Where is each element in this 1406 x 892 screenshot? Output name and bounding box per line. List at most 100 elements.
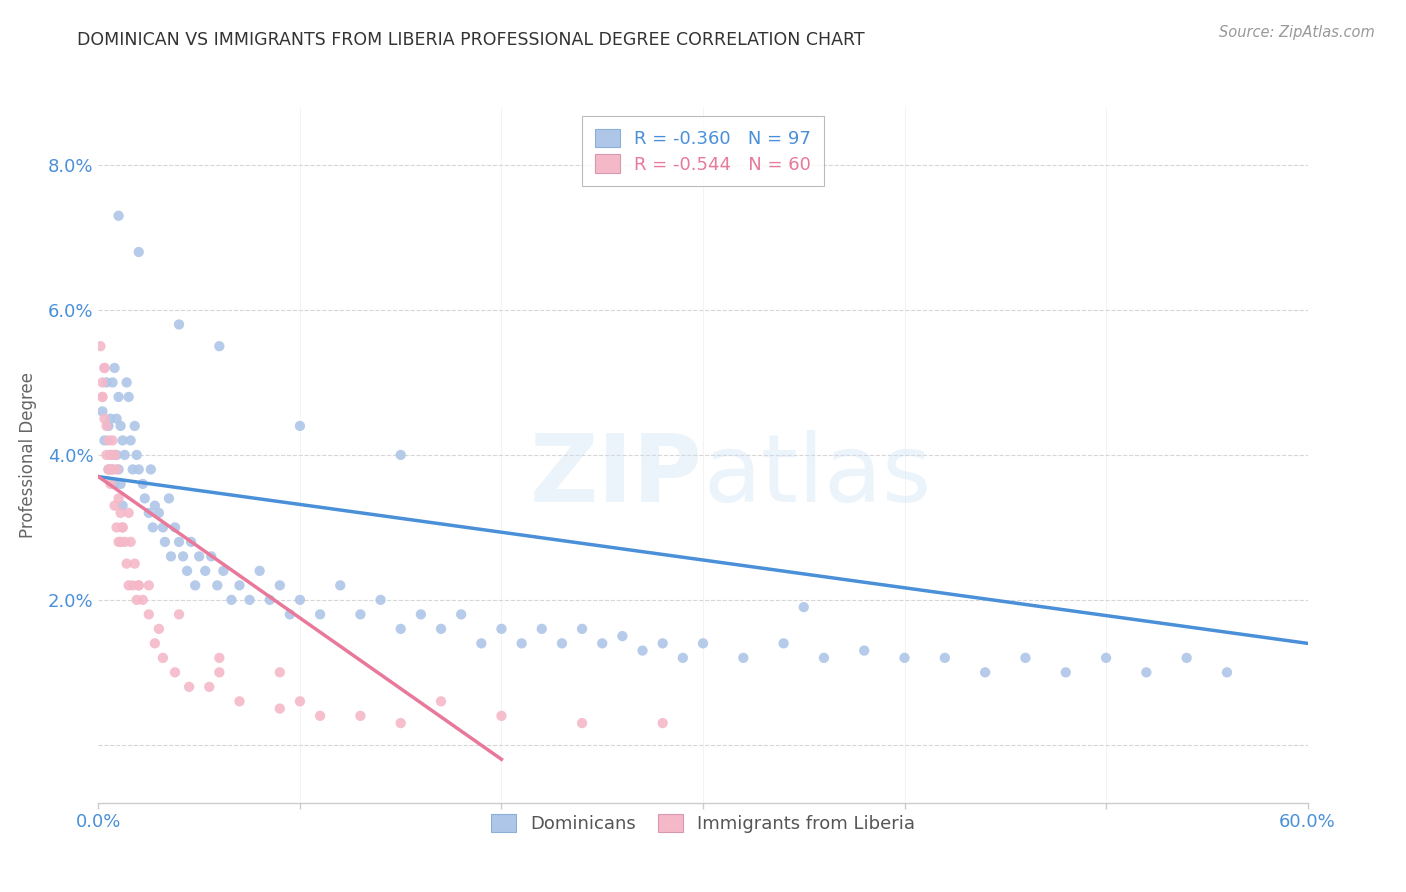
Point [134, 491, 156, 506]
Point [138, 506, 160, 520]
Point [101, 434, 124, 448]
Point [389, 448, 412, 462]
Point [288, 418, 311, 433]
Point [143, 499, 166, 513]
Point [121, 462, 143, 476]
Point [110, 506, 132, 520]
Point [105, 520, 128, 534]
Point [96, 376, 118, 390]
Point [111, 520, 134, 534]
Point [128, 244, 150, 259]
Point [91, 390, 114, 404]
Point [198, 680, 221, 694]
Point [176, 564, 198, 578]
Point [138, 578, 160, 592]
Point [132, 476, 155, 491]
Point [269, 665, 291, 680]
Point [571, 622, 593, 636]
Point [510, 636, 533, 650]
Point [124, 418, 146, 433]
Point [184, 578, 207, 592]
Point [631, 643, 654, 657]
Point [309, 708, 332, 723]
Point [228, 578, 250, 592]
Point [167, 318, 190, 332]
Point [101, 462, 124, 476]
Point [389, 622, 412, 636]
Point [551, 636, 574, 650]
Point [591, 636, 613, 650]
Point [194, 564, 217, 578]
Point [100, 448, 122, 462]
Point [153, 534, 176, 549]
Point [139, 462, 162, 476]
Point [793, 600, 815, 615]
Point [89, 339, 111, 353]
Point [208, 339, 231, 353]
Point [105, 448, 128, 462]
Point [101, 462, 124, 476]
Point [813, 651, 835, 665]
Point [114, 534, 136, 549]
Point [853, 643, 876, 657]
Point [100, 476, 122, 491]
Point [208, 651, 231, 665]
Point [97, 418, 120, 433]
Point [259, 592, 281, 607]
Point [288, 592, 311, 607]
Point [163, 665, 186, 680]
Point [349, 708, 371, 723]
Point [93, 411, 115, 425]
Point [93, 361, 115, 376]
Point [107, 390, 129, 404]
Point [530, 622, 553, 636]
Point [111, 434, 134, 448]
Text: atlas: atlas [703, 430, 931, 522]
Point [103, 361, 125, 376]
Point [115, 557, 138, 571]
Point [128, 462, 150, 476]
Point [974, 665, 997, 680]
Point [329, 578, 352, 592]
Point [101, 376, 124, 390]
Point [571, 716, 593, 731]
Point [124, 557, 146, 571]
Point [100, 462, 122, 476]
Point [491, 622, 513, 636]
Point [115, 376, 138, 390]
Point [370, 592, 392, 607]
Point [118, 506, 141, 520]
Point [249, 564, 271, 578]
Point [491, 708, 513, 723]
Point [1216, 665, 1239, 680]
Point [349, 607, 371, 622]
Point [269, 701, 291, 715]
Point [733, 651, 755, 665]
Point [121, 578, 143, 592]
Point [111, 499, 134, 513]
Point [152, 520, 174, 534]
Legend: Dominicans, Immigrants from Liberia: Dominicans, Immigrants from Liberia [478, 801, 928, 846]
Point [309, 607, 332, 622]
Point [167, 534, 190, 549]
Point [157, 491, 180, 506]
Point [128, 578, 150, 592]
Point [160, 549, 183, 564]
Point [207, 578, 229, 592]
Point [450, 607, 472, 622]
Point [612, 629, 634, 643]
Text: DOMINICAN VS IMMIGRANTS FROM LIBERIA PROFESSIONAL DEGREE CORRELATION CHART: DOMINICAN VS IMMIGRANTS FROM LIBERIA PRO… [77, 31, 865, 49]
Point [105, 462, 128, 476]
Point [114, 448, 136, 462]
Point [97, 434, 120, 448]
Point [110, 534, 132, 549]
Point [389, 716, 412, 731]
Point [470, 636, 492, 650]
Point [269, 578, 291, 592]
Point [163, 520, 186, 534]
Point [107, 209, 129, 223]
Point [409, 607, 432, 622]
Text: Source: ZipAtlas.com: Source: ZipAtlas.com [1219, 25, 1375, 40]
Point [100, 448, 122, 462]
Y-axis label: Professional Degree: Professional Degree [18, 372, 37, 538]
